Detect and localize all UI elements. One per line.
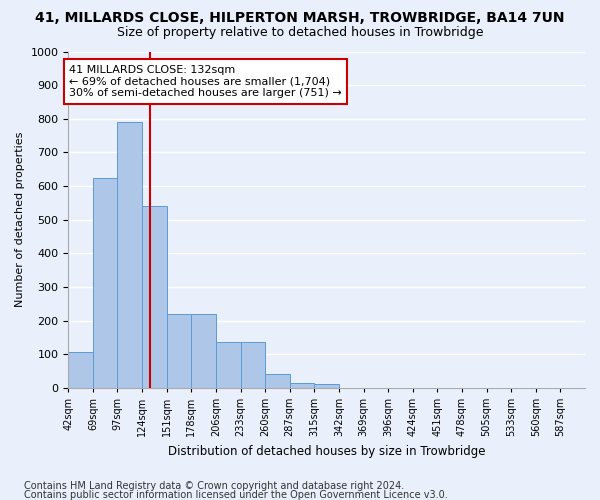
Text: 41 MILLARDS CLOSE: 132sqm
← 69% of detached houses are smaller (1,704)
30% of se: 41 MILLARDS CLOSE: 132sqm ← 69% of detac… [69,65,342,98]
X-axis label: Distribution of detached houses by size in Trowbridge: Distribution of detached houses by size … [168,444,485,458]
Bar [93,178,118,388]
Bar [241,342,265,388]
Bar [68,352,93,388]
Text: Contains public sector information licensed under the Open Government Licence v3: Contains public sector information licen… [24,490,448,500]
Bar [118,122,142,388]
Bar [142,206,167,388]
Text: Size of property relative to detached houses in Trowbridge: Size of property relative to detached ho… [117,26,483,39]
Text: Contains HM Land Registry data © Crown copyright and database right 2024.: Contains HM Land Registry data © Crown c… [24,481,404,491]
Bar [191,314,216,388]
Y-axis label: Number of detached properties: Number of detached properties [15,132,25,308]
Bar [216,342,241,388]
Bar [314,384,339,388]
Bar [290,382,314,388]
Bar [265,374,290,388]
Bar [167,314,191,388]
Text: 41, MILLARDS CLOSE, HILPERTON MARSH, TROWBRIDGE, BA14 7UN: 41, MILLARDS CLOSE, HILPERTON MARSH, TRO… [35,12,565,26]
